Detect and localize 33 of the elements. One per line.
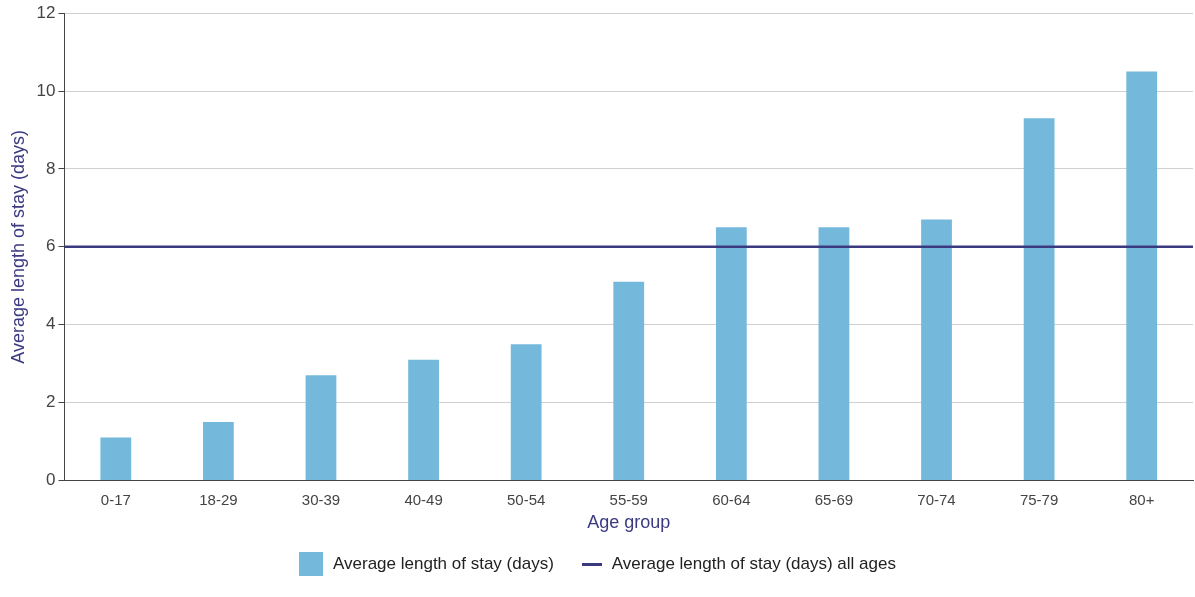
x-tick-label: 80+ (1128, 490, 1155, 508)
bar (613, 281, 645, 480)
bar (100, 437, 132, 480)
y-tick-label: 6 (46, 236, 56, 256)
bar (1023, 118, 1055, 480)
x-tick-label: 0-17 (100, 490, 131, 508)
bar (203, 422, 234, 480)
bar (715, 227, 747, 480)
x-tick-label: 75-79 (1019, 490, 1059, 508)
y-tick-label: 2 (46, 392, 56, 412)
x-tick-label: 65-69 (814, 490, 854, 508)
bar (921, 219, 952, 480)
legend-label: Average length of stay (days) all ages (611, 554, 896, 574)
y-tick-label: 12 (36, 2, 56, 22)
y-tick-label: 10 (36, 80, 56, 100)
legend-label: Average length of stay (days) (333, 554, 554, 574)
x-tick-label: 50-54 (506, 490, 546, 508)
x-axis-title: Age group (587, 512, 671, 533)
x-tick-label: 60-64 (712, 490, 751, 508)
y-axis-title: Average length of stay (days) (7, 129, 28, 364)
x-tick-label: 55-59 (609, 490, 648, 508)
x-tick-label: 70-74 (917, 490, 956, 508)
y-tick-label: 8 (46, 158, 56, 178)
x-tick-label: 18-29 (199, 490, 238, 508)
y-tick-label: 4 (46, 314, 56, 334)
bar (305, 375, 337, 480)
x-tick-label: 30-39 (301, 490, 341, 508)
bar (408, 359, 439, 480)
bar (510, 344, 542, 480)
bar (1126, 71, 1158, 480)
bar (818, 227, 850, 480)
y-tick-label: 0 (46, 470, 56, 490)
x-tick-label: 40-49 (404, 490, 443, 508)
